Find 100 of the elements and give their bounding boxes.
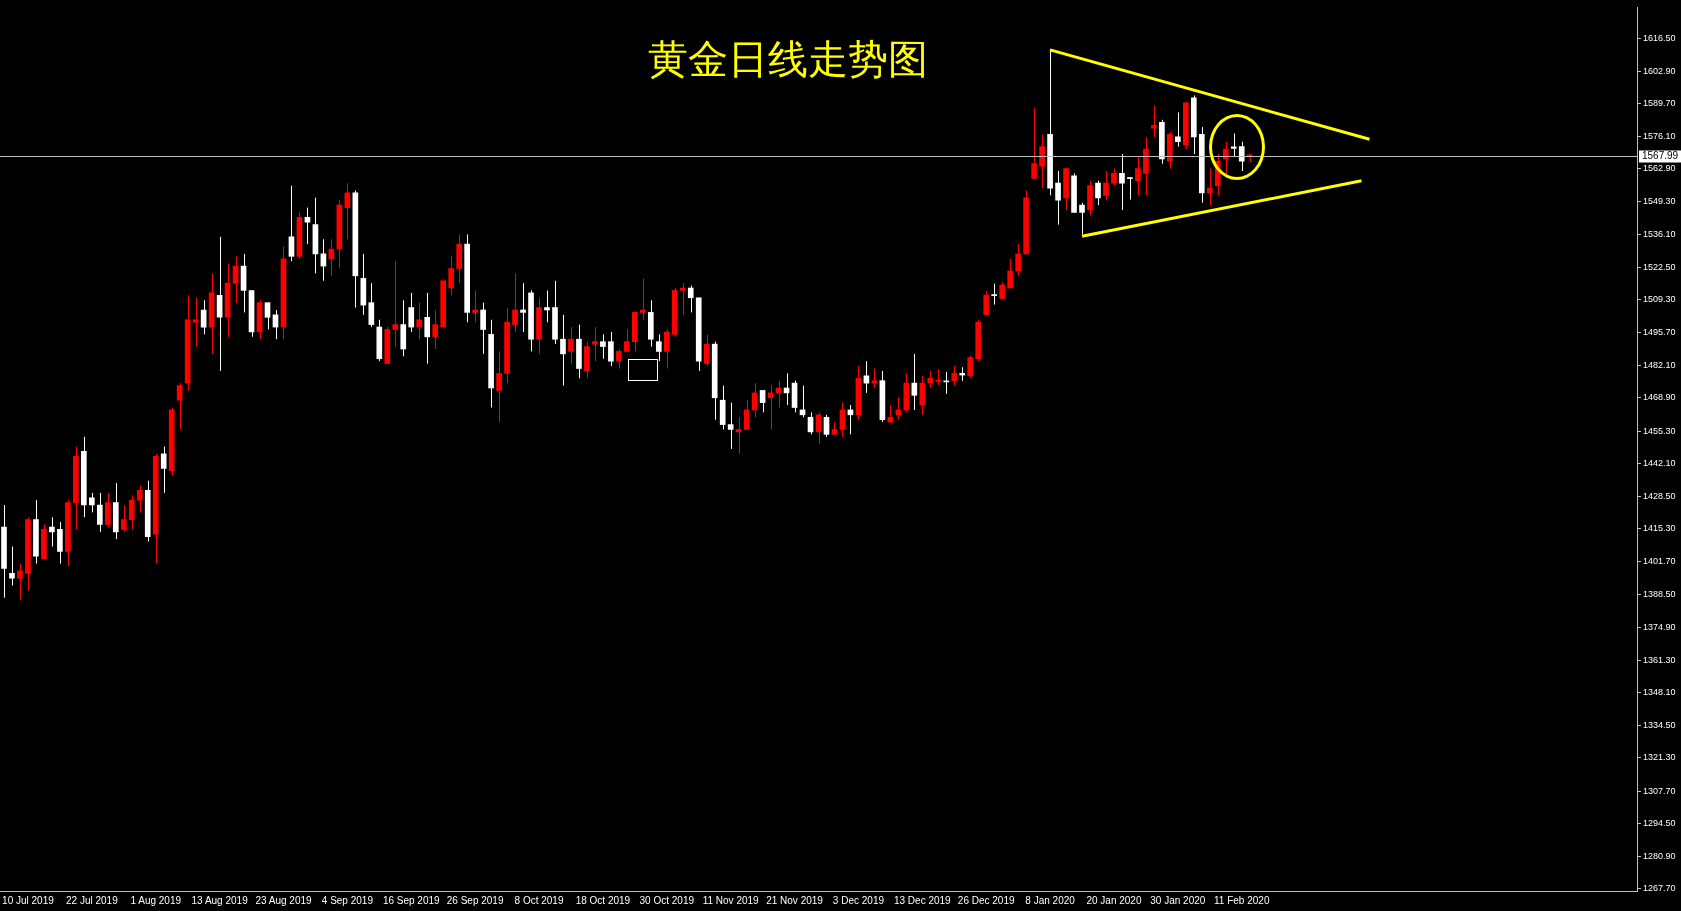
candlestick [368, 282, 375, 328]
candlestick [703, 333, 710, 367]
candlestick [983, 290, 990, 317]
x-tick-label: 1 Aug 2019 [130, 894, 182, 906]
y-tick-label: 1280.90 [1643, 850, 1676, 861]
candlestick [608, 331, 614, 367]
candlestick [1238, 141, 1245, 172]
x-tick-label: 26 Dec 2019 [957, 894, 1015, 906]
y-tick-label: 1589.70 [1643, 97, 1676, 108]
candlestick [967, 355, 974, 379]
y-tick-label: 1562.90 [1643, 163, 1676, 174]
candlestick [480, 302, 486, 355]
candlestick [89, 492, 95, 513]
x-tick-label: 4 Sep 2019 [321, 894, 374, 906]
x-tick-label: 30 Jan 2020 [1150, 894, 1206, 906]
candlestick [192, 297, 199, 348]
candlestick [136, 485, 143, 513]
candlestick [640, 277, 646, 321]
candlestick [416, 302, 423, 340]
y-tick-label: 1348.10 [1643, 687, 1676, 698]
x-tick-label: 11 Feb 2020 [1214, 894, 1270, 906]
candlestick [9, 545, 15, 586]
y-tick-label: 1307.70 [1643, 785, 1676, 796]
y-tick-label: 1321.30 [1643, 752, 1676, 763]
candlestick [1007, 258, 1013, 289]
candlestick [176, 382, 183, 430]
candlestick [120, 504, 127, 533]
candlestick [448, 255, 455, 296]
candlestick [1055, 170, 1061, 226]
candlestick [655, 333, 662, 362]
y-tick-label: 1442.10 [1643, 457, 1676, 468]
candlestick [424, 292, 431, 365]
candlestick [1079, 202, 1085, 235]
y-tick-label: 1482.10 [1643, 360, 1676, 371]
candlestick [616, 348, 622, 369]
candlestick [687, 285, 694, 313]
candlestick [1031, 107, 1037, 179]
candlestick [679, 282, 686, 316]
candlestick [823, 414, 830, 438]
x-tick-label: 13 Dec 2019 [893, 894, 952, 906]
y-tick-label: 1415.30 [1643, 523, 1676, 534]
y-tick-label: 1576.10 [1643, 131, 1676, 142]
candlestick [96, 492, 103, 533]
candlestick [919, 375, 926, 416]
x-tick-label: 26 Sep 2019 [446, 894, 504, 906]
y-tick-label: 1428.50 [1643, 490, 1676, 501]
candlestick [104, 492, 111, 528]
y-tick-label: 1388.50 [1643, 588, 1676, 599]
y-tick-label: 1549.30 [1643, 196, 1676, 207]
candlestick [935, 368, 942, 386]
y-tick-label: 1361.30 [1643, 654, 1676, 665]
candlestick [951, 365, 958, 387]
candlestick [160, 446, 167, 494]
x-tick-label: 10 Jul 2019 [2, 894, 55, 906]
y-tick-label: 1334.50 [1643, 720, 1676, 731]
candlestick [304, 207, 311, 245]
y-tick-label: 1468.90 [1643, 392, 1676, 403]
y-tick-label: 1294.50 [1643, 817, 1676, 828]
candlestick [1151, 105, 1157, 138]
candlestick [991, 283, 998, 306]
candlestick [815, 411, 822, 445]
candlestick [432, 309, 439, 350]
x-tick-label: 23 Aug 2019 [255, 894, 313, 906]
candlestick [592, 326, 598, 362]
candlestick [496, 350, 502, 423]
candlestick [1206, 168, 1213, 206]
candlestick [1039, 133, 1045, 189]
y-tick-label: 1602.90 [1643, 65, 1676, 76]
candlestick [1015, 243, 1021, 277]
candlestick [17, 563, 23, 601]
x-tick-label: 13 Aug 2019 [191, 894, 249, 906]
x-tick-label: 21 Nov 2019 [766, 894, 824, 906]
x-tick-label: 16 Sep 2019 [382, 894, 441, 906]
ref-line-label: 1567.99 [1642, 150, 1679, 162]
y-tick-label: 1509.30 [1643, 293, 1676, 304]
y-tick-label: 1495.70 [1643, 327, 1676, 338]
x-tick-label: 11 Nov 2019 [702, 894, 760, 906]
candlestick [560, 314, 566, 387]
candlestick [392, 260, 399, 348]
x-tick-label: 8 Jan 2020 [1025, 894, 1076, 906]
x-tick-label: 22 Jul 2019 [65, 894, 119, 906]
candlestick [1135, 155, 1141, 196]
y-tick-label: 1401.70 [1643, 556, 1676, 567]
candlestick [216, 236, 223, 372]
candlestick [57, 521, 63, 565]
candlestick [568, 326, 574, 365]
x-tick-label: 18 Oct 2019 [575, 894, 631, 906]
x-tick-label: 30 Oct 2019 [639, 894, 695, 906]
candlestick [1095, 180, 1101, 206]
x-tick-label: 3 Dec 2019 [832, 894, 885, 906]
candlestick [600, 333, 606, 360]
y-tick-label: 1267.70 [1643, 883, 1676, 894]
text: 黄金日线走势图 [647, 35, 929, 84]
candlestick [911, 353, 918, 411]
x-tick-label: 8 Oct 2019 [514, 894, 564, 906]
candlestick [264, 302, 271, 330]
candlestick [624, 328, 630, 352]
candlestick [1175, 111, 1181, 148]
candlestick [512, 272, 518, 333]
candlestick [49, 516, 55, 547]
